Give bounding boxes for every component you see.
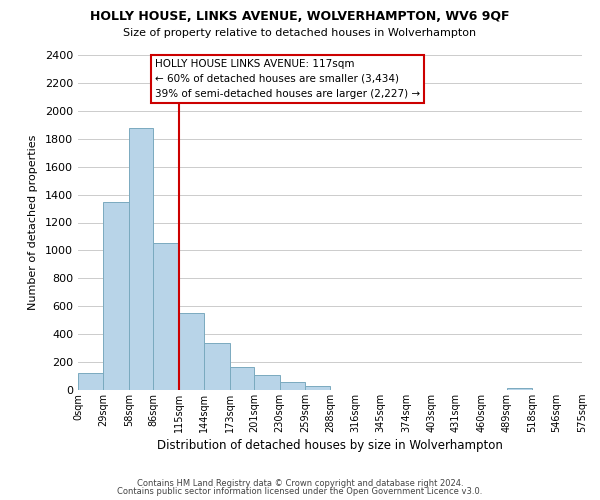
Bar	[230, 367, 254, 390]
X-axis label: Distribution of detached houses by size in Wolverhampton: Distribution of detached houses by size …	[157, 439, 503, 452]
Text: HOLLY HOUSE, LINKS AVENUE, WOLVERHAMPTON, WV6 9QF: HOLLY HOUSE, LINKS AVENUE, WOLVERHAMPTON…	[90, 10, 510, 23]
Bar	[280, 382, 305, 390]
Bar	[204, 342, 230, 390]
Bar	[179, 313, 204, 390]
Bar	[103, 202, 129, 390]
Bar	[254, 374, 280, 390]
Bar	[78, 372, 103, 390]
Text: Contains public sector information licensed under the Open Government Licence v3: Contains public sector information licen…	[118, 487, 482, 496]
Bar	[154, 244, 179, 390]
Bar	[129, 128, 154, 390]
Text: HOLLY HOUSE LINKS AVENUE: 117sqm
← 60% of detached houses are smaller (3,434)
39: HOLLY HOUSE LINKS AVENUE: 117sqm ← 60% o…	[155, 59, 420, 99]
Y-axis label: Number of detached properties: Number of detached properties	[28, 135, 38, 310]
Bar	[305, 386, 331, 390]
Text: Contains HM Land Registry data © Crown copyright and database right 2024.: Contains HM Land Registry data © Crown c…	[137, 478, 463, 488]
Text: Size of property relative to detached houses in Wolverhampton: Size of property relative to detached ho…	[124, 28, 476, 38]
Bar	[506, 388, 532, 390]
